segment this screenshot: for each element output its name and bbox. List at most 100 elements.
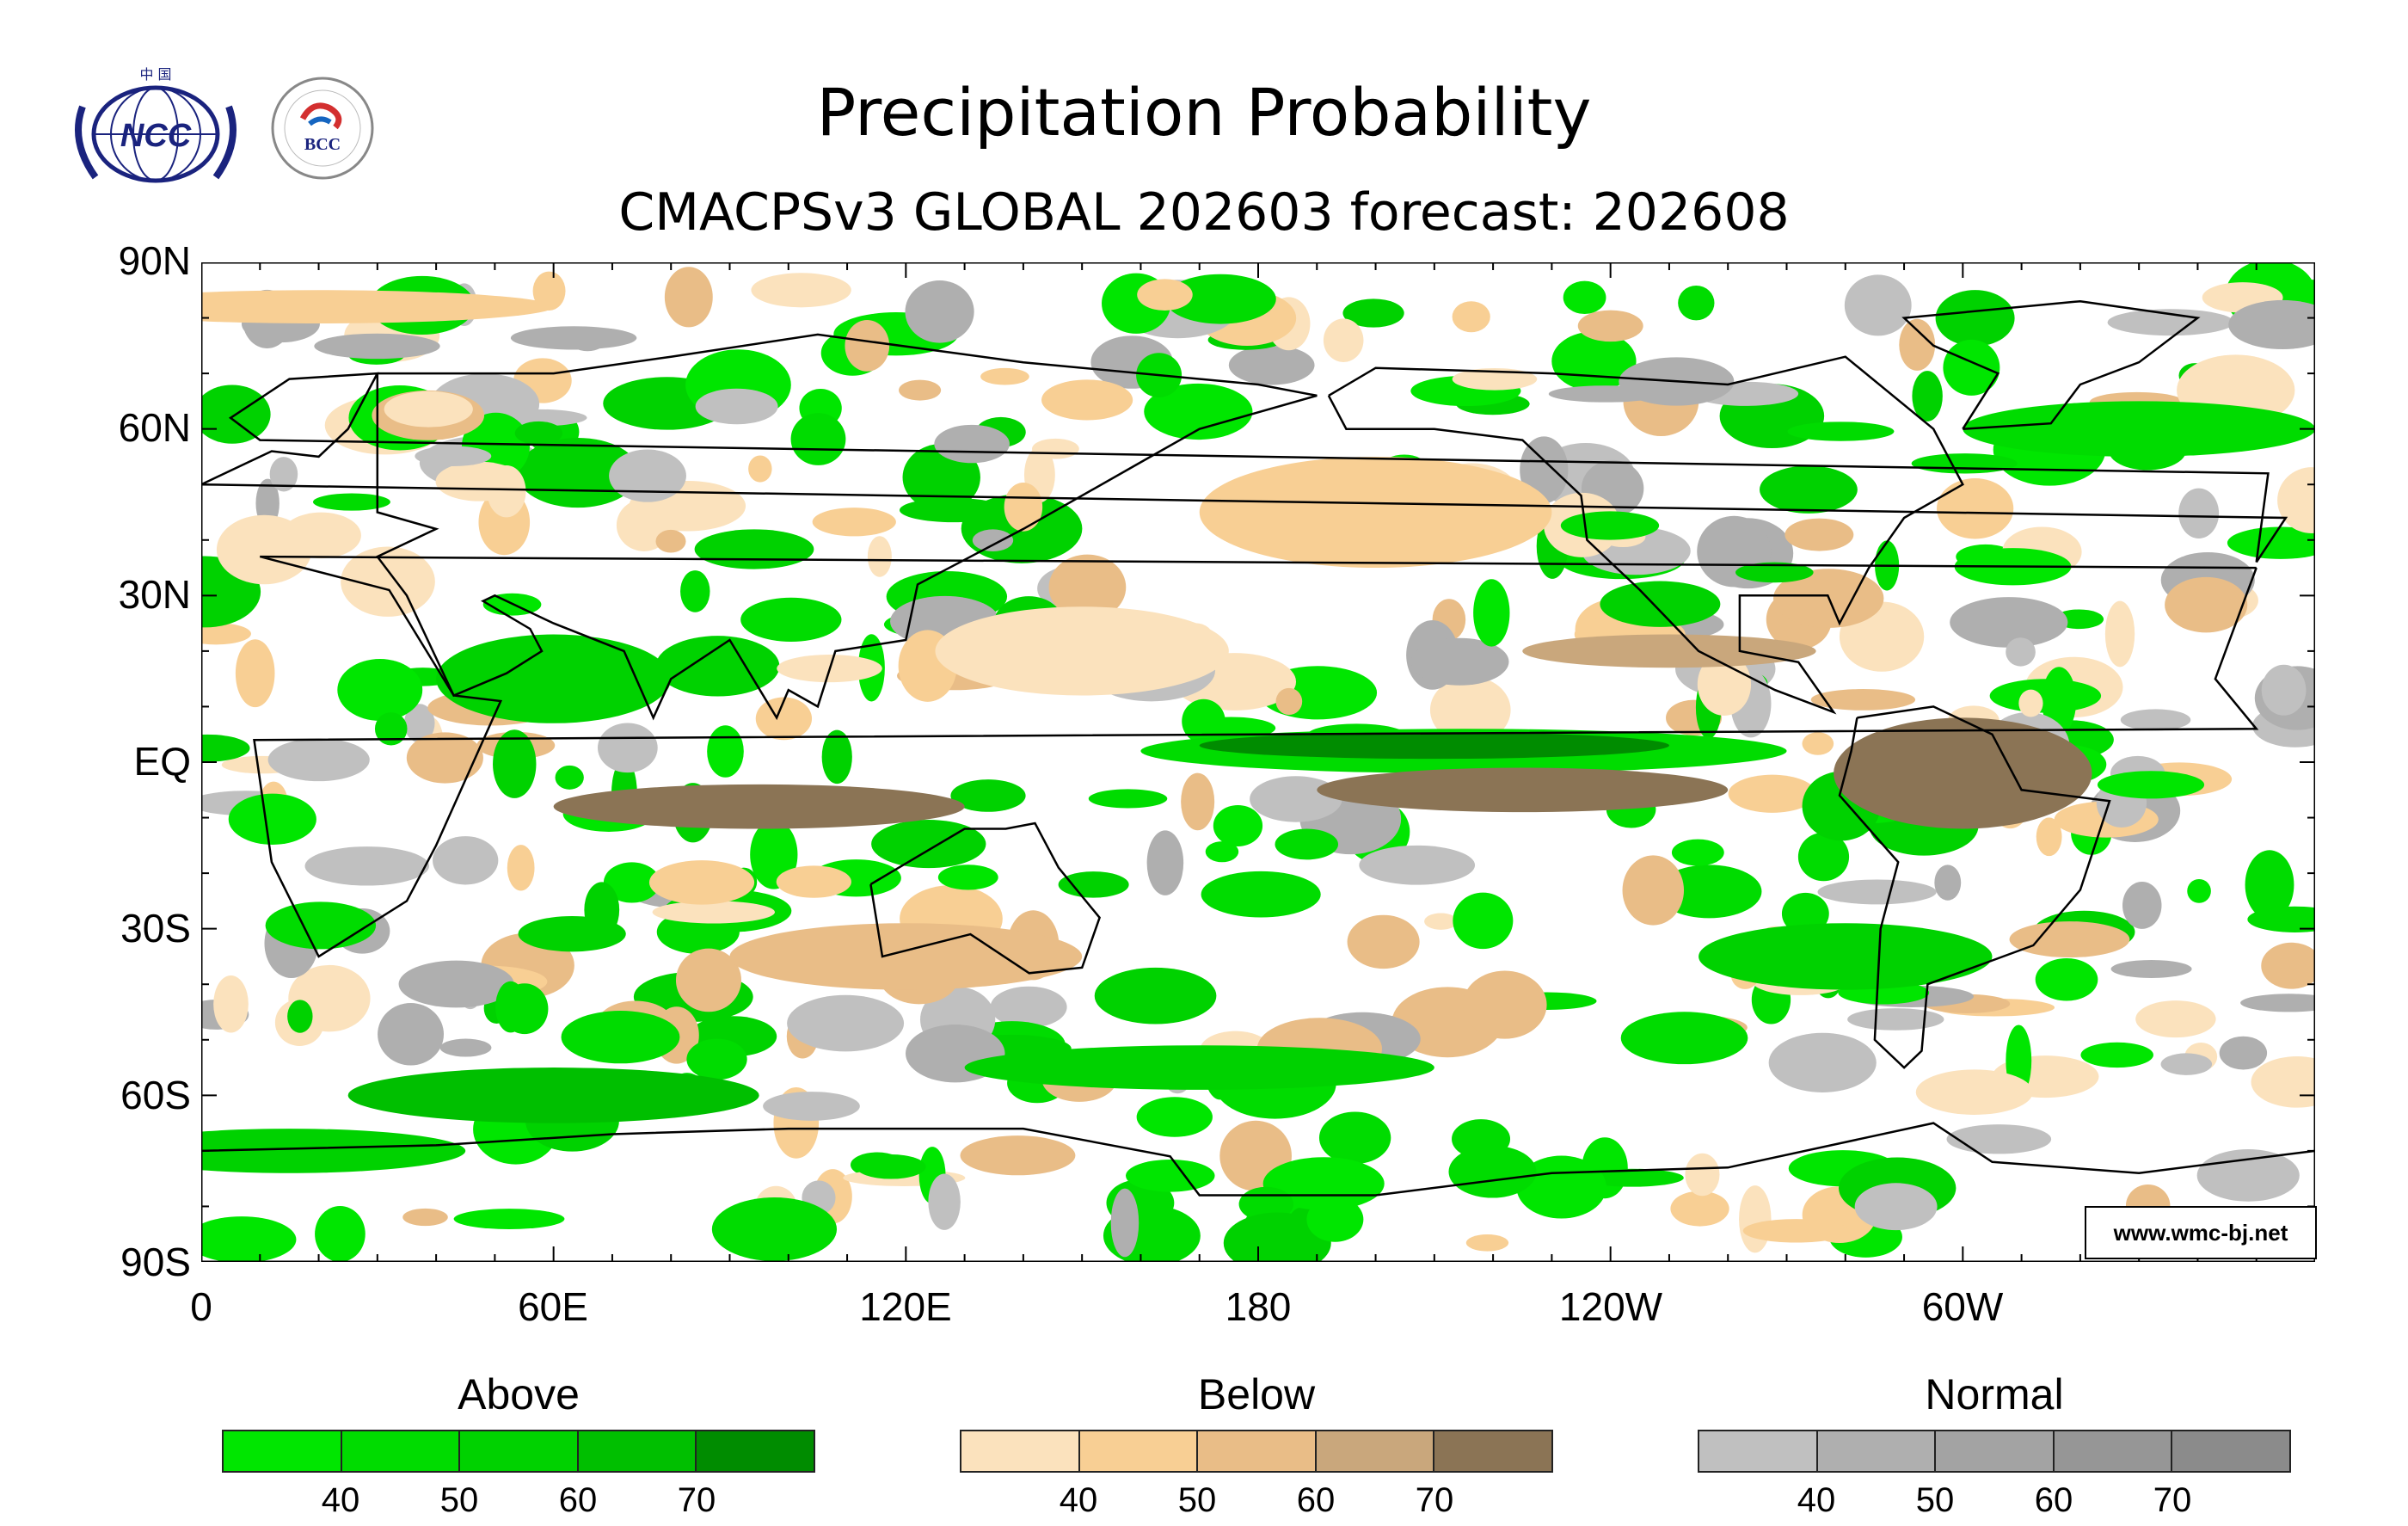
lat-label-90n: 90N [118, 238, 191, 283]
legend-below-box-2 [1198, 1431, 1317, 1471]
field-patch [652, 901, 776, 924]
south-america-coast [1838, 705, 2111, 1069]
field-patch [1912, 371, 1943, 421]
legend-normal-ticks: 40 50 60 70 [1698, 1473, 2291, 1524]
field-patch [934, 424, 1010, 464]
map-canvas [201, 262, 2315, 1262]
legend-normal-tick-50: 50 [1915, 1481, 1955, 1519]
field-patch [415, 446, 492, 467]
field-patch [337, 659, 423, 721]
legend-above: Above 40 50 60 70 [222, 1371, 815, 1524]
lat-label-30n: 30N [118, 572, 191, 617]
legend-above-box-0 [224, 1431, 342, 1471]
field-patch [680, 570, 710, 612]
field-below-west-pacific [935, 606, 1229, 696]
legend-below-box-4 [1434, 1431, 1551, 1471]
field-patch [1622, 855, 1685, 926]
field-patch [555, 765, 584, 790]
field-patch [2107, 309, 2234, 336]
field-patch [751, 273, 851, 308]
field-patch [694, 529, 814, 569]
field-above-south-ocean [964, 1045, 1434, 1090]
legend-above-tick-60: 60 [558, 1481, 598, 1519]
field-patch [304, 846, 430, 886]
legend-normal-box-3 [2054, 1431, 2173, 1471]
field-patch [1275, 828, 1339, 860]
field-patch [1137, 279, 1193, 311]
legend-below-box-3 [1316, 1431, 1435, 1471]
lon-label-180: 180 [1225, 1284, 1292, 1329]
field-patch [2240, 994, 2315, 1012]
field-patch [664, 267, 713, 328]
field-patch [532, 271, 566, 311]
legend-above-box-1 [341, 1431, 461, 1471]
field-patch [1164, 274, 1276, 324]
field-patch [2251, 1056, 2315, 1108]
field-patch [1685, 1153, 1720, 1197]
field-below-north-pacific [1199, 456, 1552, 569]
field-patch [404, 704, 435, 743]
field-patch [1342, 298, 1404, 328]
field-patch [871, 820, 986, 869]
field-patch [2160, 1053, 2213, 1075]
field-patch [655, 529, 686, 553]
field-patch [950, 779, 1026, 812]
field-patch [406, 732, 483, 784]
field-patch [1854, 1183, 1938, 1231]
legend-below-box-1 [1079, 1431, 1199, 1471]
field-patch [1473, 579, 1510, 647]
legend-normal-tick-70: 70 [2153, 1481, 2192, 1519]
greenland-coast [1901, 299, 2201, 430]
field-patch [1323, 318, 1364, 362]
lon-label-60e: 60E [518, 1284, 588, 1329]
field-patch [453, 1209, 565, 1229]
field-patch [1560, 511, 1660, 540]
field-patch [507, 845, 535, 891]
field-patch [269, 457, 298, 492]
field-patch [980, 367, 1029, 385]
field-patch [1697, 653, 1752, 716]
legend-normal-title: Normal [1925, 1370, 2064, 1418]
field-patch [1318, 1111, 1391, 1165]
field-patch [867, 536, 892, 577]
field-patch [748, 455, 772, 483]
field-patch [265, 901, 377, 950]
field-patch [597, 723, 658, 773]
field-patch [1182, 698, 1226, 744]
field-patch [1041, 379, 1133, 421]
field-patch [1462, 970, 1547, 1039]
bcc-logo-text: BCC [304, 135, 341, 154]
legend-above-tick-50: 50 [439, 1481, 479, 1519]
field-patch [655, 636, 780, 697]
field-patch [493, 729, 537, 798]
field-patch [1448, 1145, 1537, 1198]
field-patch [2227, 526, 2315, 559]
field-patch [1136, 1097, 1213, 1137]
field-patch [1004, 482, 1043, 532]
field-patch [1181, 772, 1215, 831]
field-patch [1577, 310, 1643, 342]
field-above-itcz-core [1199, 732, 1669, 760]
field-below-arctic [201, 290, 554, 324]
field-patch [1205, 841, 1239, 863]
field-patch [1735, 562, 1814, 583]
field-patch [845, 320, 890, 372]
field-patch [435, 461, 523, 501]
field-patch [495, 981, 526, 1033]
field-patch [2009, 921, 2130, 958]
field-patch [1742, 1219, 1850, 1243]
field-patch [201, 734, 250, 762]
field-patch [2261, 942, 2315, 989]
field-patch [584, 882, 620, 938]
probability-map [201, 262, 2315, 1262]
field-patch [1802, 732, 1834, 755]
field-patch [1563, 280, 1606, 315]
field-patch [2187, 878, 2211, 903]
ncc-logo-caption: 中 国 [139, 66, 171, 83]
bcc-logo: BCC [268, 74, 377, 182]
field-patch [1201, 871, 1321, 918]
legend-above-title: Above [458, 1370, 580, 1418]
field-patch [1620, 1012, 1748, 1065]
field-patch [1144, 383, 1253, 440]
field-patch [2135, 1000, 2216, 1038]
